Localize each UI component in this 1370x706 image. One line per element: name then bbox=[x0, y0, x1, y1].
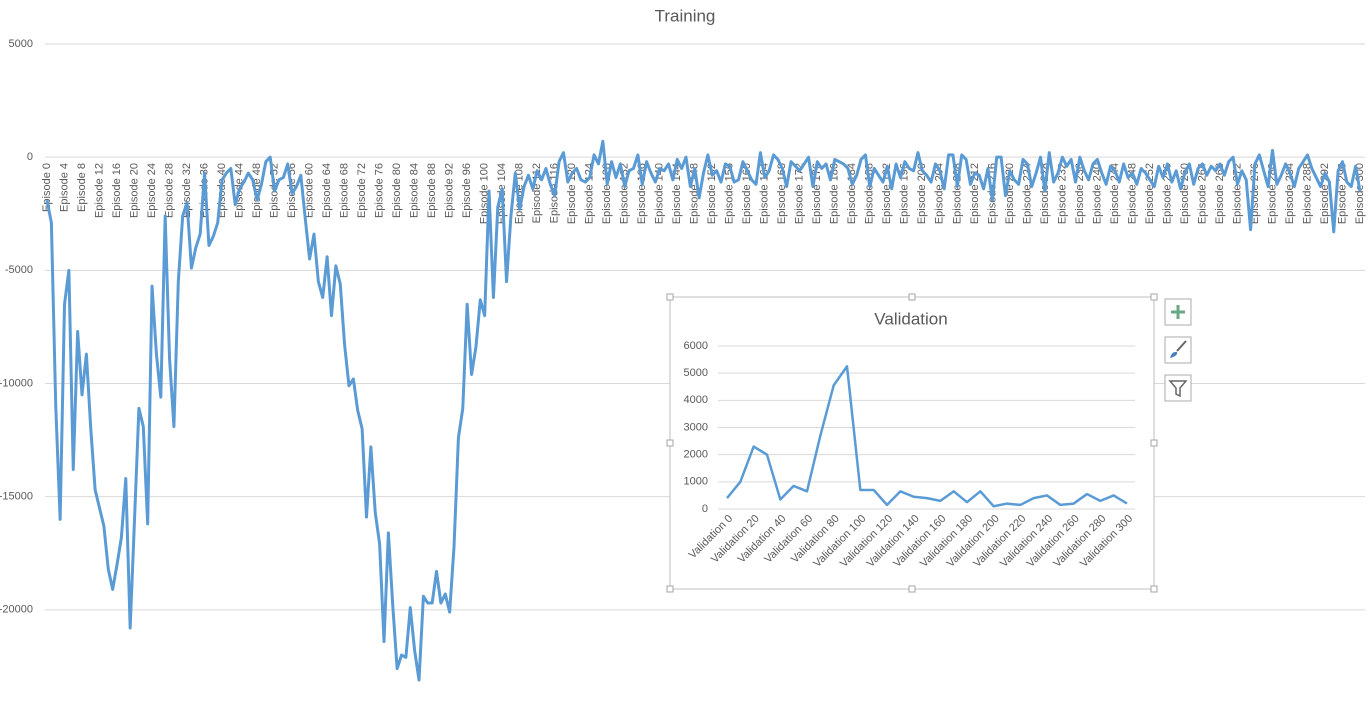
x-tick-label: Episode 8 bbox=[76, 163, 88, 212]
y-tick-label: 6000 bbox=[684, 340, 708, 352]
x-tick-label: Episode 12 bbox=[93, 163, 105, 218]
x-tick-label: Episode 180 bbox=[829, 163, 841, 224]
x-tick-label: Episode 172 bbox=[794, 163, 806, 224]
x-tick-label: Episode 16 bbox=[111, 163, 123, 218]
x-tick-label: Episode 0 bbox=[41, 163, 53, 212]
x-tick-label: Episode 80 bbox=[391, 163, 403, 218]
y-tick-label: 0 bbox=[27, 151, 33, 163]
validation-chart: Validation 0100020003000400050006000Vali… bbox=[666, 293, 1158, 593]
y-tick-label: 5000 bbox=[9, 38, 33, 50]
y-tick-label: -15000 bbox=[0, 491, 33, 503]
resize-handles bbox=[666, 293, 1158, 593]
data-line bbox=[726, 365, 1128, 508]
x-tick-label: Episode 76 bbox=[374, 163, 386, 218]
x-tick-label: Episode 128 bbox=[601, 163, 613, 224]
y-tick-label: 4000 bbox=[684, 394, 708, 406]
x-tick-label: Episode 264 bbox=[1196, 163, 1208, 224]
y-tick-label: -10000 bbox=[0, 377, 33, 389]
chart-title: Validation bbox=[874, 309, 947, 328]
style-button[interactable] bbox=[1164, 336, 1192, 364]
x-tick-label: Episode 288 bbox=[1301, 163, 1313, 224]
x-tick-label: Episode 4 bbox=[58, 163, 70, 212]
y-tick-label: -20000 bbox=[0, 604, 33, 616]
chart-buttons bbox=[1164, 298, 1192, 402]
x-tick-label: Episode 252 bbox=[1144, 163, 1156, 224]
y-tick-label: 3000 bbox=[684, 421, 708, 433]
x-tick-label: Episode 20 bbox=[128, 163, 140, 218]
x-tick-label: Episode 176 bbox=[811, 163, 823, 224]
x-tick-label: Episode 164 bbox=[759, 163, 771, 224]
data-line bbox=[45, 139, 1362, 682]
x-tick-label: Episode 48 bbox=[251, 163, 263, 218]
filter-button[interactable] bbox=[1164, 374, 1192, 402]
x-tick-label: Episode 152 bbox=[706, 163, 718, 224]
y-tick-label: -5000 bbox=[5, 264, 33, 276]
x-tick-label: Episode 156 bbox=[724, 163, 736, 224]
x-tick-label: Episode 228 bbox=[1039, 163, 1051, 224]
x-tick-label: Episode 124 bbox=[584, 163, 596, 224]
y-tick-label: 2000 bbox=[684, 449, 708, 461]
training-chart: Training 5000 0 -5000 -10000 -15000 -20000 Epi… bbox=[0, 6, 1366, 682]
chart-title: Training bbox=[655, 6, 716, 25]
x-tick-label: Episode 240 bbox=[1091, 163, 1103, 224]
x-tick-label: Episode 32 bbox=[181, 163, 193, 218]
add-element-button[interactable] bbox=[1164, 298, 1192, 326]
x-tick-label: Episode 268 bbox=[1214, 163, 1226, 224]
x-tick-label: Episode 256 bbox=[1161, 163, 1173, 224]
x-tick-label: Episode 60 bbox=[304, 163, 316, 218]
x-tick-label: Episode 232 bbox=[1056, 163, 1068, 224]
x-tick-label: Episode 68 bbox=[339, 163, 351, 218]
x-tick-label: Episode 28 bbox=[163, 163, 175, 218]
y-tick-label: 1000 bbox=[684, 476, 708, 488]
x-tick-label: Episode 260 bbox=[1179, 163, 1191, 224]
y-tick-label: 5000 bbox=[684, 367, 708, 379]
x-tick-label: Episode 92 bbox=[444, 163, 456, 218]
x-tick-label: Episode 24 bbox=[146, 163, 158, 218]
x-tick-label: Episode 144 bbox=[671, 163, 683, 224]
x-tick-label: Episode 224 bbox=[1021, 163, 1033, 224]
x-tick-label: Episode 64 bbox=[321, 163, 333, 218]
y-tick-label: 0 bbox=[702, 503, 708, 515]
x-tick-label: Episode 96 bbox=[461, 163, 473, 218]
x-tick-label: Episode 200 bbox=[916, 163, 928, 224]
x-tick-label: Episode 208 bbox=[951, 163, 963, 224]
x-tick-label: Episode 72 bbox=[356, 163, 368, 218]
x-tick-label: Episode 136 bbox=[636, 163, 648, 224]
x-tick-label: Episode 88 bbox=[426, 163, 438, 218]
x-tick-label: Episode 84 bbox=[409, 163, 421, 218]
